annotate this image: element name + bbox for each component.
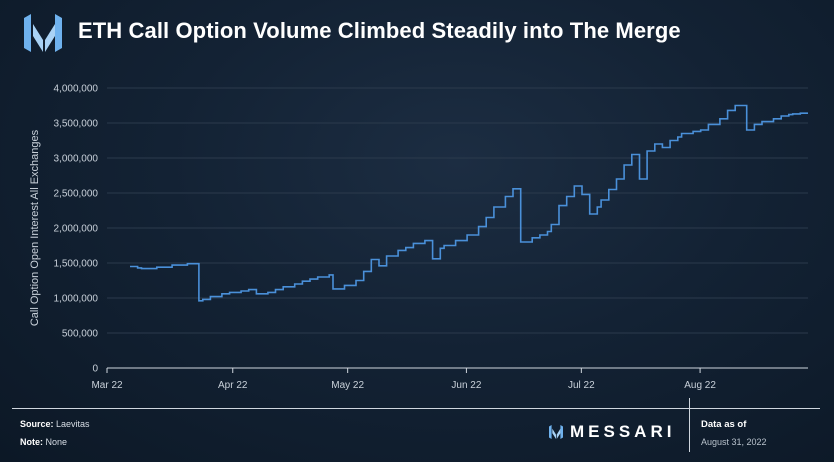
messari-brand: MESSARI: [548, 422, 676, 441]
messari-small-logo-icon: [549, 425, 563, 439]
footer-divider: [12, 408, 820, 409]
y-tick-label: 0: [92, 364, 98, 375]
data-as-of-date: August 31, 2022: [701, 437, 767, 447]
x-tick-label: Aug 22: [684, 380, 716, 391]
line-chart: 0 500,000 1,000,000 1,500,000 2,000,000 2,500…: [29, 84, 808, 391]
y-tick-label: 1,500,000: [54, 259, 99, 270]
y-axis-label: Call Option Open Interest All Exchanges: [29, 129, 41, 326]
x-tick-label: Mar 22: [91, 380, 123, 391]
y-tick-label: 4,000,000: [54, 84, 99, 95]
chart-header: ETH Call Option Volume Climbed Steadily …: [0, 0, 834, 66]
footer-vertical-divider: [689, 398, 690, 452]
y-tick-label: 2,500,000: [54, 189, 99, 200]
messari-m-logo-icon: [24, 14, 62, 52]
source-note: Source: Laevitas: [20, 419, 90, 429]
chart-title: ETH Call Option Volume Climbed Steadily …: [78, 18, 681, 43]
x-tick-label: May 22: [331, 380, 364, 391]
x-tick-label: Jul 22: [568, 380, 595, 391]
y-tick-label: 2,000,000: [54, 224, 99, 235]
x-tick-label: Apr 22: [218, 380, 248, 391]
y-tick-label: 3,500,000: [54, 119, 99, 130]
y-tick-label: 1,000,000: [54, 294, 99, 305]
series-line: [130, 104, 808, 302]
y-tick-label: 3,000,000: [54, 154, 99, 165]
x-tick-label: Jun 22: [451, 380, 481, 391]
messari-wordmark: MESSARI: [570, 422, 676, 441]
footnote: Note: None: [20, 437, 68, 447]
data-as-of-label: Data as of: [701, 419, 747, 430]
y-tick-label: 500,000: [62, 329, 99, 340]
